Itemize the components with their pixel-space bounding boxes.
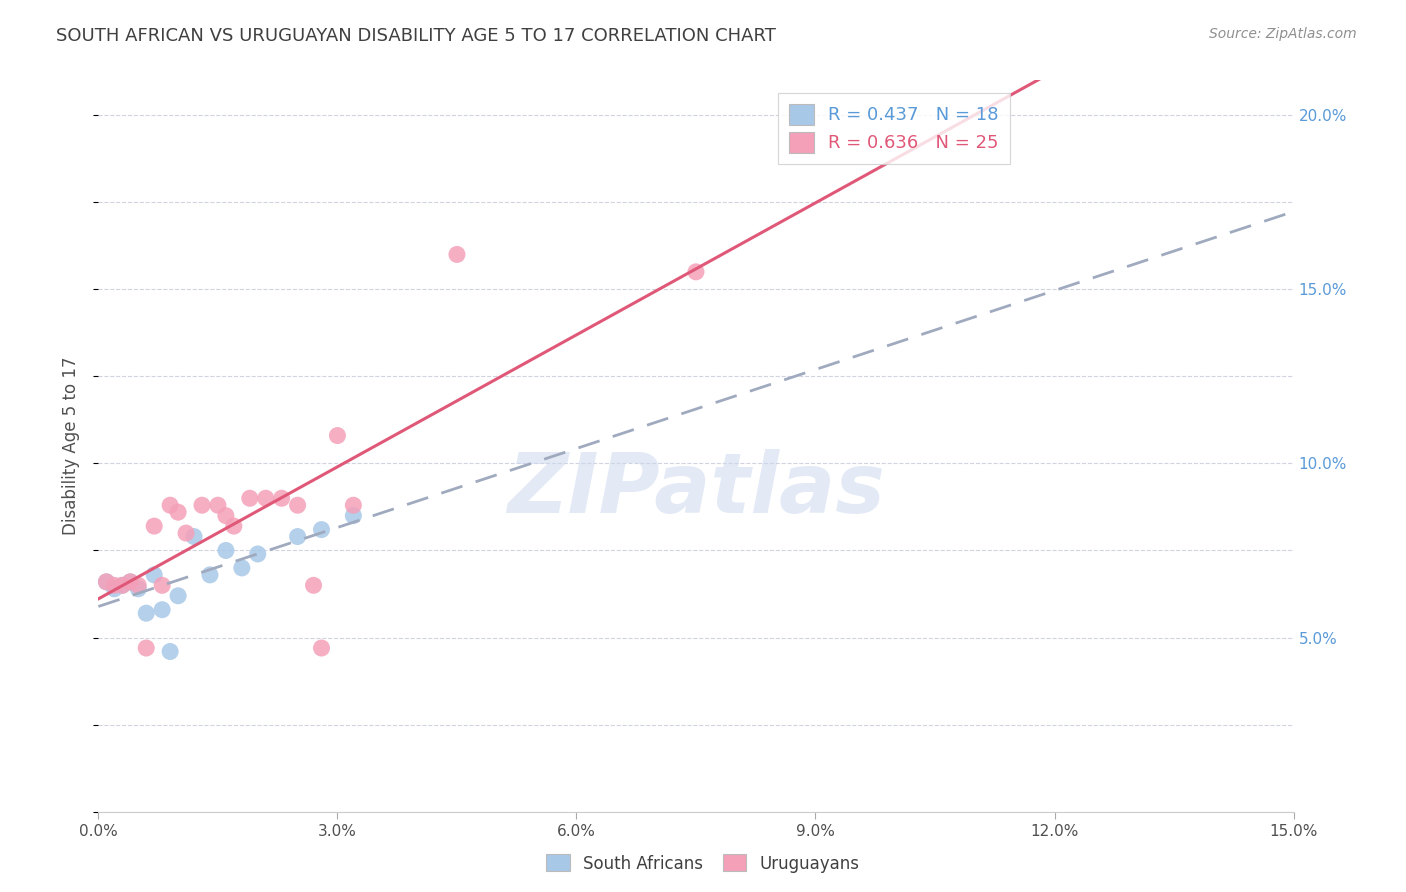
Point [246,547,269,561]
Point [270,491,292,506]
Point [207,498,229,512]
Point [191,498,214,512]
Point [135,640,157,655]
Point [167,589,190,603]
Point [215,508,238,523]
Point [127,578,149,592]
Point [111,578,134,592]
Point [167,505,190,519]
Point [150,603,173,617]
Point [287,498,309,512]
Point [446,247,468,261]
Point [183,530,205,544]
Point [342,508,364,523]
Point [103,582,125,596]
Point [231,561,253,575]
Point [685,265,707,279]
Point [198,567,221,582]
Point [254,491,277,506]
Point [120,574,142,589]
Point [111,578,134,592]
Text: Source: ZipAtlas.com: Source: ZipAtlas.com [1209,27,1357,41]
Point [311,640,333,655]
Point [302,578,325,592]
Point [222,519,245,533]
Legend: South Africans, Uruguayans: South Africans, Uruguayans [540,847,866,880]
Point [135,606,157,620]
Point [159,644,181,658]
Point [143,567,166,582]
Point [159,498,181,512]
Point [103,578,125,592]
Point [342,498,364,512]
Y-axis label: Disability Age 5 to 17: Disability Age 5 to 17 [62,357,80,535]
Point [215,543,238,558]
Point [174,526,197,541]
Point [239,491,262,506]
Point [326,428,349,442]
Point [120,574,142,589]
Text: ZIPatlas: ZIPatlas [508,450,884,531]
Point [287,530,309,544]
Point [127,582,149,596]
Point [143,519,166,533]
Legend: R = 0.437   N = 18, R = 0.636   N = 25: R = 0.437 N = 18, R = 0.636 N = 25 [778,93,1010,163]
Point [311,523,333,537]
Point [96,574,118,589]
Point [150,578,173,592]
Text: SOUTH AFRICAN VS URUGUAYAN DISABILITY AGE 5 TO 17 CORRELATION CHART: SOUTH AFRICAN VS URUGUAYAN DISABILITY AG… [56,27,776,45]
Point [96,574,118,589]
